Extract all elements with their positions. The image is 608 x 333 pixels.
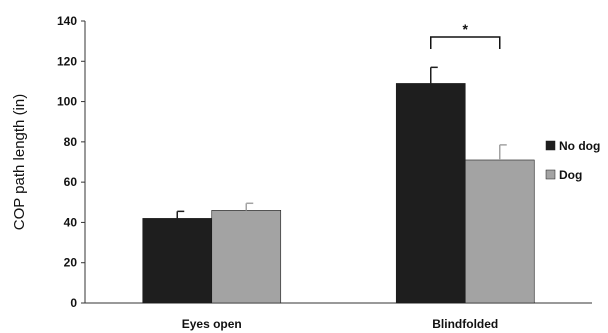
- legend-label: No dog: [559, 139, 600, 153]
- error-bars: [176, 66, 507, 219]
- x-labels: Eyes open Blindfolded: [182, 317, 499, 331]
- y-axis-label: COP path length (in): [11, 94, 28, 230]
- legend-label: Dog: [559, 168, 582, 182]
- y-tick-label: 100: [57, 95, 77, 109]
- x-category-label: Blindfolded: [432, 317, 498, 331]
- y-tick-label: 140: [57, 14, 77, 28]
- bar-no-dog: [142, 218, 213, 304]
- x-category-label: Eyes open: [182, 317, 242, 331]
- y-tick-label: 20: [64, 256, 78, 270]
- y-tick-label: 40: [64, 215, 78, 229]
- significance-bracket: [430, 36, 501, 49]
- legend: No dog Dog: [545, 139, 600, 182]
- bars: [142, 83, 535, 304]
- y-tick-label: 60: [64, 175, 78, 189]
- y-tick-label: 120: [57, 54, 77, 68]
- legend-swatch: [545, 169, 556, 180]
- bar-dog: [464, 159, 535, 304]
- significance-annotation: *: [430, 21, 501, 49]
- y-ticks: 0 20 40 60 80 100 120 140: [57, 14, 85, 310]
- legend-swatch: [545, 140, 556, 151]
- bar-no-dog: [395, 83, 466, 304]
- y-tick-label: 80: [64, 135, 78, 149]
- significance-star: *: [463, 21, 469, 37]
- y-tick-label: 0: [70, 296, 77, 310]
- bar-dog: [211, 210, 282, 304]
